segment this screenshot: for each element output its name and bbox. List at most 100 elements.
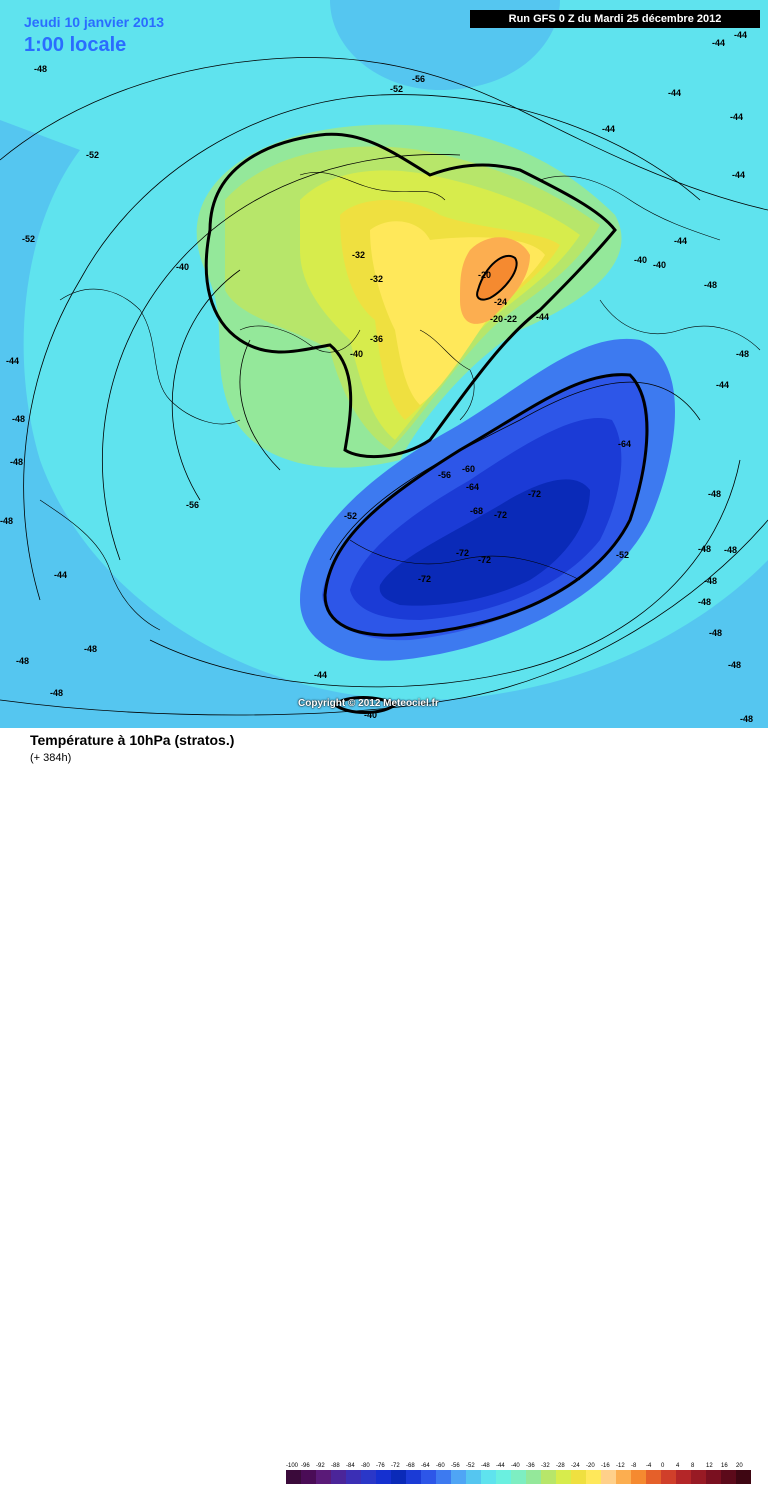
contour-label: -48 — [728, 660, 741, 670]
contour-label: -48 — [740, 714, 753, 724]
contour-label: -44 — [314, 670, 327, 680]
legend-swatch — [541, 1470, 556, 1484]
legend-swatch — [646, 1470, 661, 1484]
contour-label: -48 — [34, 64, 47, 74]
legend-swatch — [331, 1470, 346, 1484]
legend-swatch — [316, 1470, 331, 1484]
contour-label: -64 — [618, 439, 631, 449]
legend-label: -36 — [526, 1463, 535, 1469]
contour-label: -44 — [674, 236, 687, 246]
legend-swatch — [376, 1470, 391, 1484]
contour-label: -56 — [412, 74, 425, 84]
legend-label: -92 — [316, 1463, 325, 1469]
legend-label: -48 — [481, 1463, 490, 1469]
contour-label: -48 — [698, 597, 711, 607]
forecast-time-title: 1:00 locale — [24, 34, 127, 56]
contour-label: -44 — [732, 170, 745, 180]
ocean-cold-band — [0, 120, 768, 728]
legend-label: -60 — [436, 1463, 445, 1469]
legend-label: -72 — [391, 1463, 400, 1469]
contour-label: -44 — [734, 30, 747, 40]
contour-label: -52 — [22, 234, 35, 244]
legend-swatch — [631, 1470, 646, 1484]
legend-swatch — [346, 1470, 361, 1484]
legend-swatch — [601, 1470, 616, 1484]
contour-label: -44 — [536, 312, 549, 322]
legend-label: -88 — [331, 1463, 340, 1469]
contour-label: -56 — [438, 470, 451, 480]
contour-label: -44 — [6, 356, 19, 366]
legend-swatch — [481, 1470, 496, 1484]
forecast-lead-time: (+ 384h) — [30, 752, 72, 764]
contour-label: -36 — [370, 334, 383, 344]
footer-bar: Température à 10hPa (stratos.) (+ 384h) … — [0, 728, 768, 1484]
contour-cold-thick — [323, 373, 649, 637]
legend-swatch — [556, 1470, 571, 1484]
contour-label: -48 — [16, 656, 29, 666]
warm-core-peak — [476, 255, 518, 301]
contour-label: -48 — [709, 628, 722, 638]
map-title: Température à 10hPa (stratos.) — [30, 732, 235, 748]
legend-swatch — [286, 1470, 301, 1484]
contour-label: -48 — [698, 544, 711, 554]
legend-label: -24 — [571, 1463, 580, 1469]
contour-label: -44 — [602, 124, 615, 134]
legend-label: -76 — [376, 1463, 385, 1469]
contour-label: -32 — [352, 250, 365, 260]
legend-swatch — [466, 1470, 481, 1484]
contour-label: -40 — [653, 260, 666, 270]
legend-label: -44 — [496, 1463, 505, 1469]
contour-label: -40 — [364, 710, 377, 720]
contour-label: -32 — [370, 274, 383, 284]
contour-label: -44 — [712, 38, 725, 48]
legend-swatch — [706, 1470, 721, 1484]
contour-label: -44 — [716, 380, 729, 390]
contour-label: -72 — [528, 489, 541, 499]
legend-swatch — [616, 1470, 631, 1484]
contour-label: -48 — [10, 457, 23, 467]
contour-warm-thick — [204, 132, 617, 459]
legend-label: -40 — [511, 1463, 520, 1469]
legend-label: 8 — [691, 1463, 695, 1469]
legend-label: -100 — [286, 1463, 299, 1469]
legend-swatch — [496, 1470, 511, 1484]
legend-label: -32 — [541, 1463, 550, 1469]
legend-swatch — [391, 1470, 406, 1484]
contour-label: -72 — [456, 548, 469, 558]
contour-label: -72 — [494, 510, 507, 520]
contour-label: -52 — [86, 150, 99, 160]
contour-label: -48 — [704, 280, 717, 290]
legend-swatch — [691, 1470, 706, 1484]
legend-swatch — [736, 1470, 751, 1484]
contour-label: -52 — [616, 550, 629, 560]
contour-label: -40 — [350, 349, 363, 359]
legend-label: -4 — [646, 1463, 652, 1469]
legend-swatch — [721, 1470, 736, 1484]
contour-label: -48 — [84, 644, 97, 654]
contour-label: -68 — [470, 506, 483, 516]
legend-swatch — [661, 1470, 676, 1484]
contour-label: -48 — [12, 414, 25, 424]
legend-label: 0 — [661, 1463, 665, 1469]
contour-label: -48 — [50, 688, 63, 698]
forecast-date-title: Jeudi 10 janvier 2013 — [24, 14, 165, 30]
model-run-info: Run GFS 0 Z du Mardi 25 décembre 2012 — [470, 10, 760, 28]
legend-label: 20 — [736, 1463, 743, 1469]
contour-label: -72 — [418, 574, 431, 584]
legend-label: 4 — [676, 1463, 680, 1469]
contour-label: -60 — [462, 464, 475, 474]
legend-label: -56 — [451, 1463, 460, 1469]
contour-label: -22 — [504, 314, 517, 324]
legend-swatch — [361, 1470, 376, 1484]
contour-label: -20 — [478, 270, 491, 280]
legend-swatch — [511, 1470, 526, 1484]
legend-swatch — [676, 1470, 691, 1484]
legend-label: 12 — [706, 1463, 713, 1469]
legend-label: -20 — [586, 1463, 595, 1469]
legend-label: -8 — [631, 1463, 637, 1469]
copyright-notice: Copyright © 2012 Meteociel.fr — [298, 698, 439, 709]
coastlines — [39, 171, 761, 631]
legend-label: -28 — [556, 1463, 565, 1469]
isotherm-lines — [0, 57, 768, 716]
